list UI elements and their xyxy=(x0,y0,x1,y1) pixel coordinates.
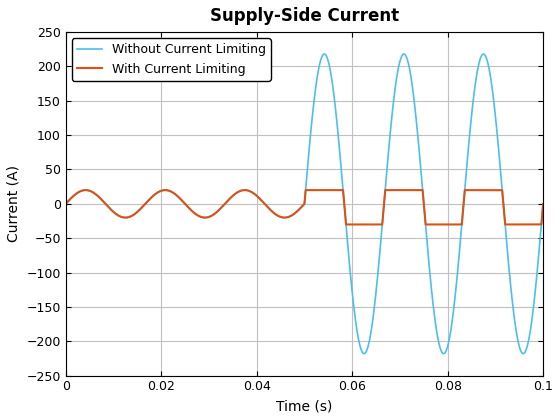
Without Current Limiting xyxy=(509,298,516,303)
With Current Limiting xyxy=(302,188,309,193)
Title: Supply-Side Current: Supply-Side Current xyxy=(210,7,399,25)
Legend: Without Current Limiting, With Current Limiting: Without Current Limiting, With Current L… xyxy=(72,38,271,81)
With Current Limiting xyxy=(62,201,69,206)
Line: Without Current Limiting: Without Current Limiting xyxy=(66,54,543,354)
With Current Limiting xyxy=(404,188,411,193)
With Current Limiting xyxy=(369,222,376,227)
Without Current Limiting xyxy=(400,52,407,57)
With Current Limiting xyxy=(343,222,349,227)
With Current Limiting xyxy=(181,201,188,206)
X-axis label: Time (s): Time (s) xyxy=(276,399,333,413)
Without Current Limiting xyxy=(520,351,526,356)
Without Current Limiting xyxy=(62,201,69,206)
Line: With Current Limiting: With Current Limiting xyxy=(66,190,543,224)
Without Current Limiting xyxy=(181,201,188,206)
Without Current Limiting xyxy=(540,201,547,206)
Y-axis label: Current (A): Current (A) xyxy=(7,165,21,242)
With Current Limiting xyxy=(351,222,358,227)
With Current Limiting xyxy=(540,201,547,206)
Without Current Limiting xyxy=(404,58,411,63)
Without Current Limiting xyxy=(288,213,295,218)
With Current Limiting xyxy=(509,222,516,227)
With Current Limiting xyxy=(288,213,295,218)
Without Current Limiting xyxy=(369,322,376,327)
Without Current Limiting xyxy=(351,310,358,315)
